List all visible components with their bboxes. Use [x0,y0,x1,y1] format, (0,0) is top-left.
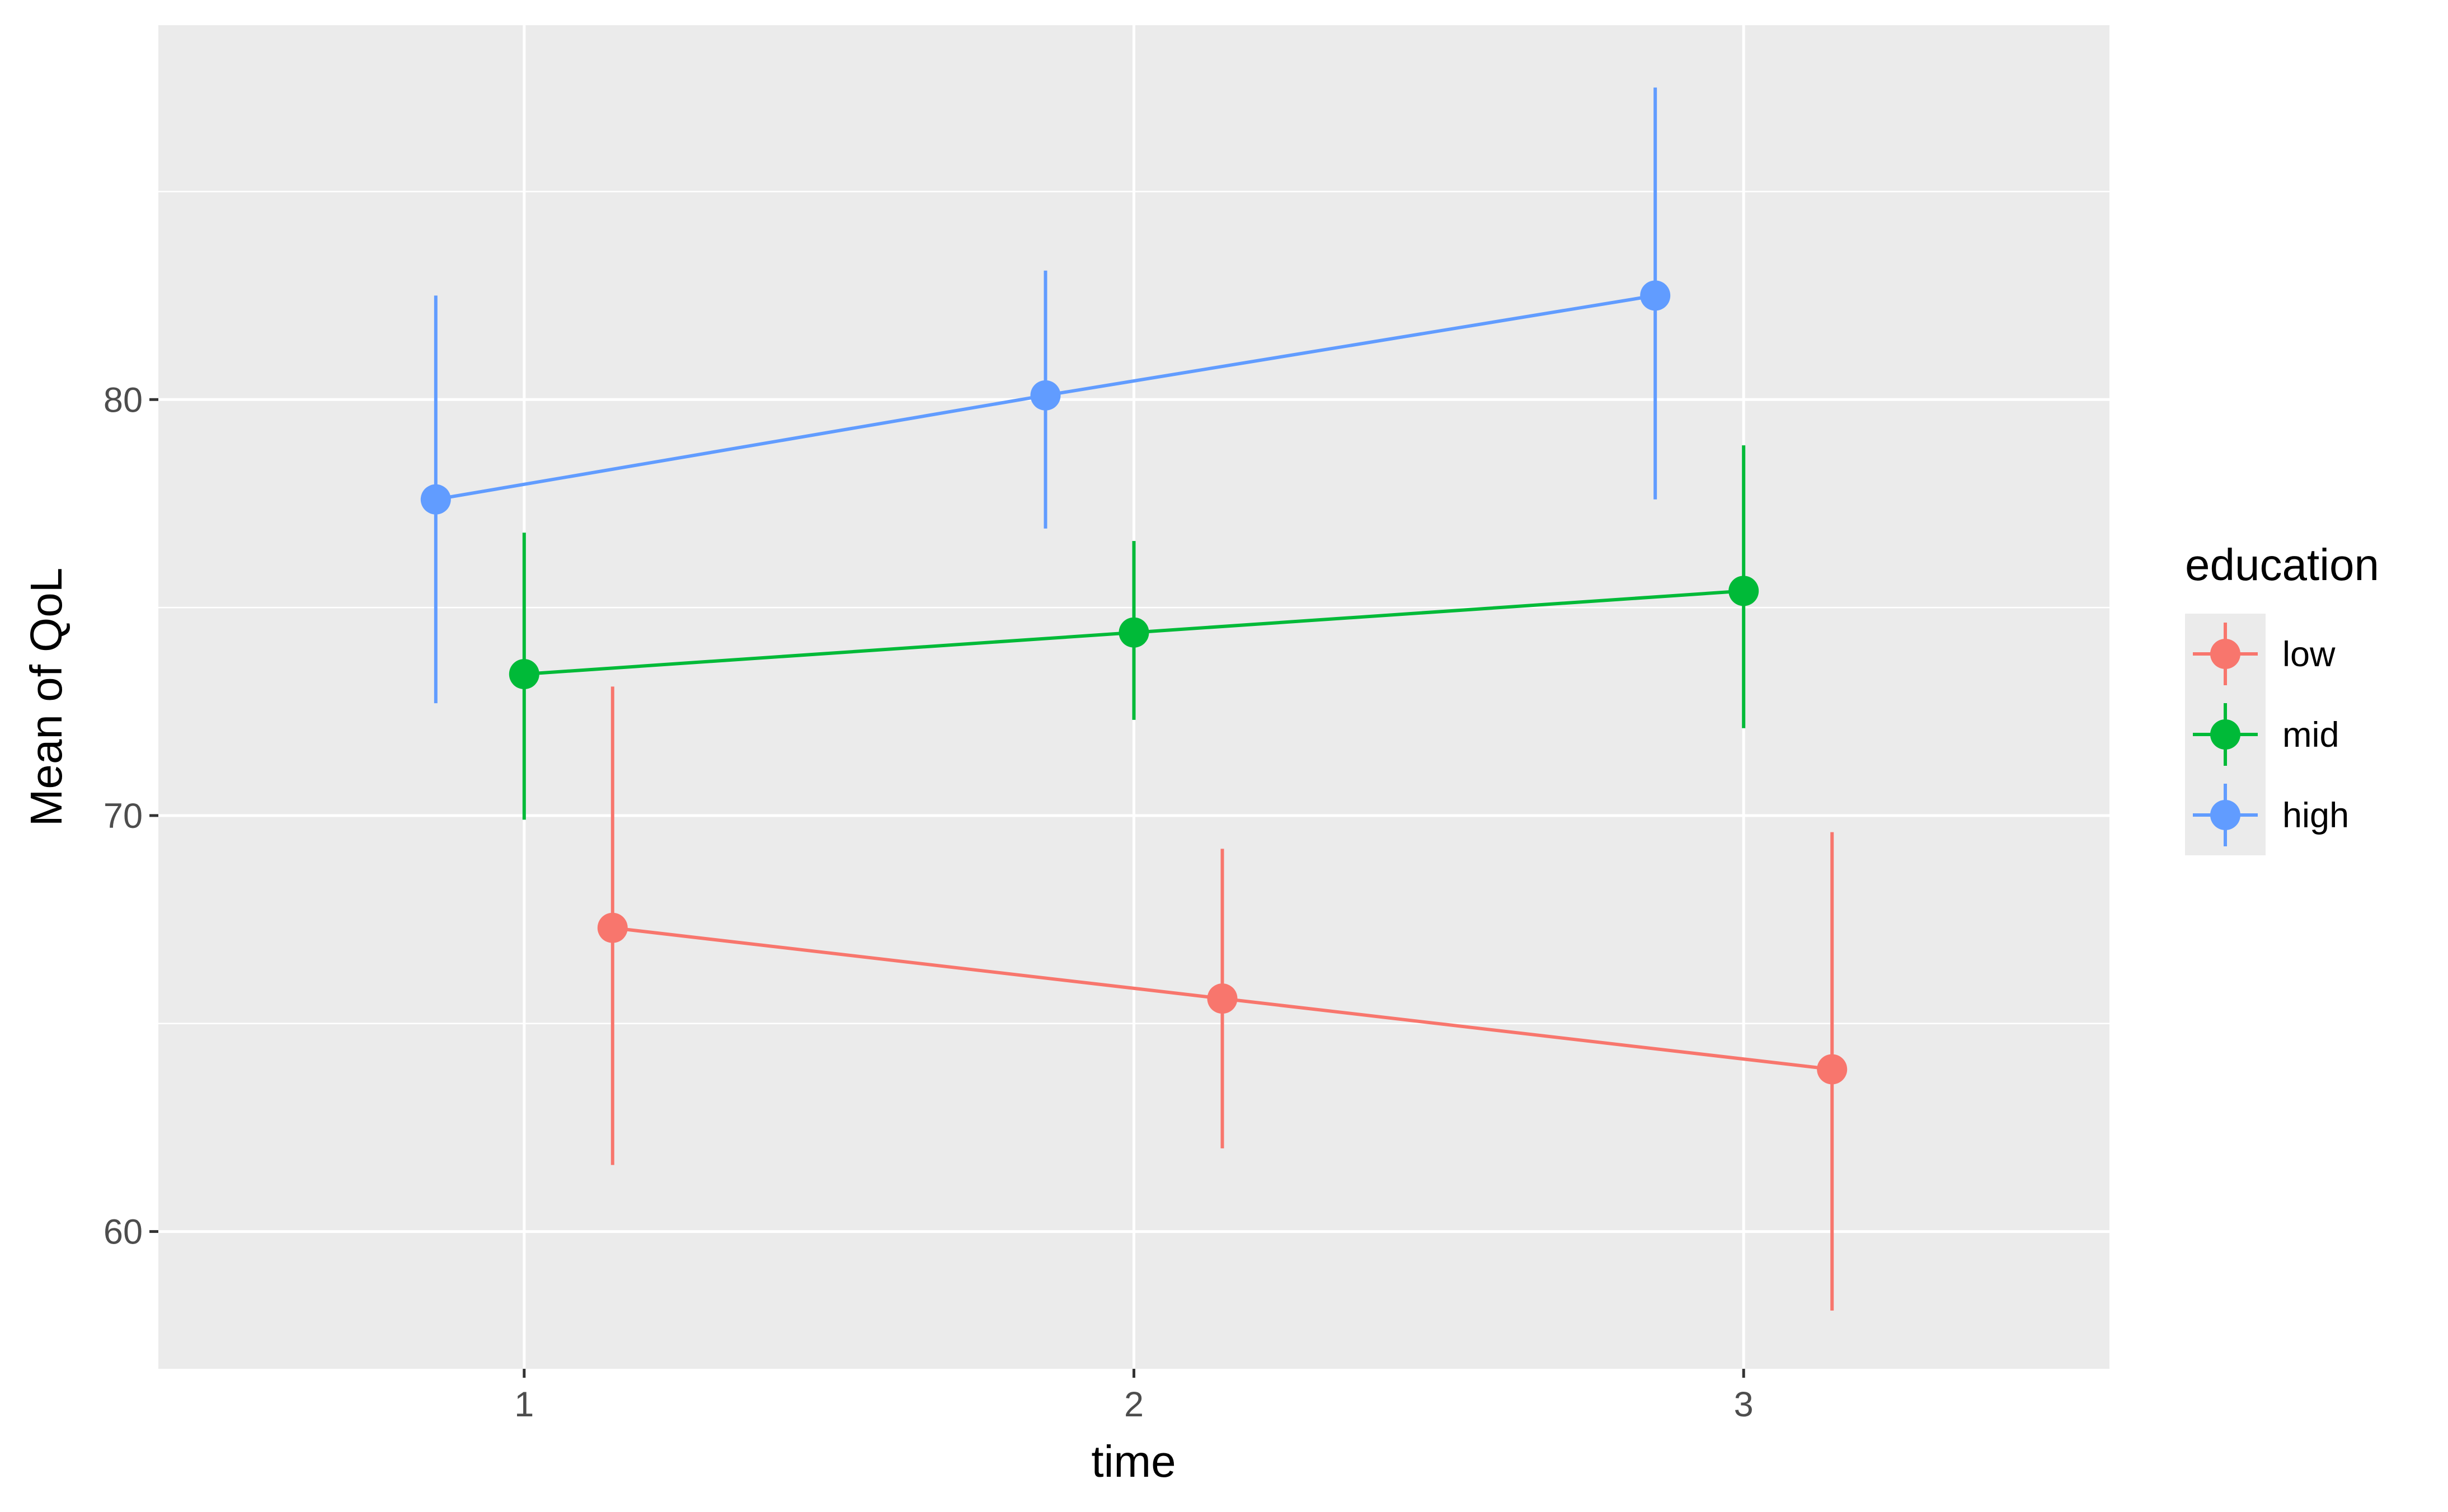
legend-key-point [2210,800,2240,830]
axis-layer: 60 70 80 1 2 3 [104,380,1754,1424]
data-point-high [420,484,451,515]
x-axis-title: time [1091,1436,1176,1486]
y-tick-label: 70 [104,797,143,836]
y-tick-label: 60 [104,1213,143,1252]
legend-label-mid: mid [2282,715,2339,755]
series-mid [509,445,1759,820]
y-axis-title: Mean of QoL [21,568,71,827]
legend-key-point [2210,639,2240,669]
data-point-high [1030,380,1061,411]
data-point-low [1817,1054,1848,1085]
legend-label-high: high [2282,796,2349,835]
legend-key-point [2210,719,2240,750]
legend-item-high: high [2185,775,2349,855]
data-point-low [597,912,628,943]
legend-label-low: low [2282,635,2336,674]
data-point-high [1640,280,1671,311]
series-low [597,686,1848,1311]
x-tick-label: 3 [1734,1385,1754,1424]
data-point-mid [509,659,539,690]
legend-title: education [2185,540,2379,590]
legend-keys: low mid high [2185,614,2349,855]
legend-item-low: low [2185,614,2336,694]
x-tick-label: 2 [1124,1385,1144,1424]
data-point-low [1207,983,1238,1014]
series-high [420,87,1671,704]
y-tick-label: 80 [104,380,143,420]
data-layer [420,87,1848,1311]
legend-item-mid: mid [2185,694,2339,775]
x-tick-label: 1 [514,1385,534,1424]
data-point-mid [1728,576,1759,606]
legend: education low mid high [2185,540,2379,855]
data-point-mid [1119,617,1149,648]
